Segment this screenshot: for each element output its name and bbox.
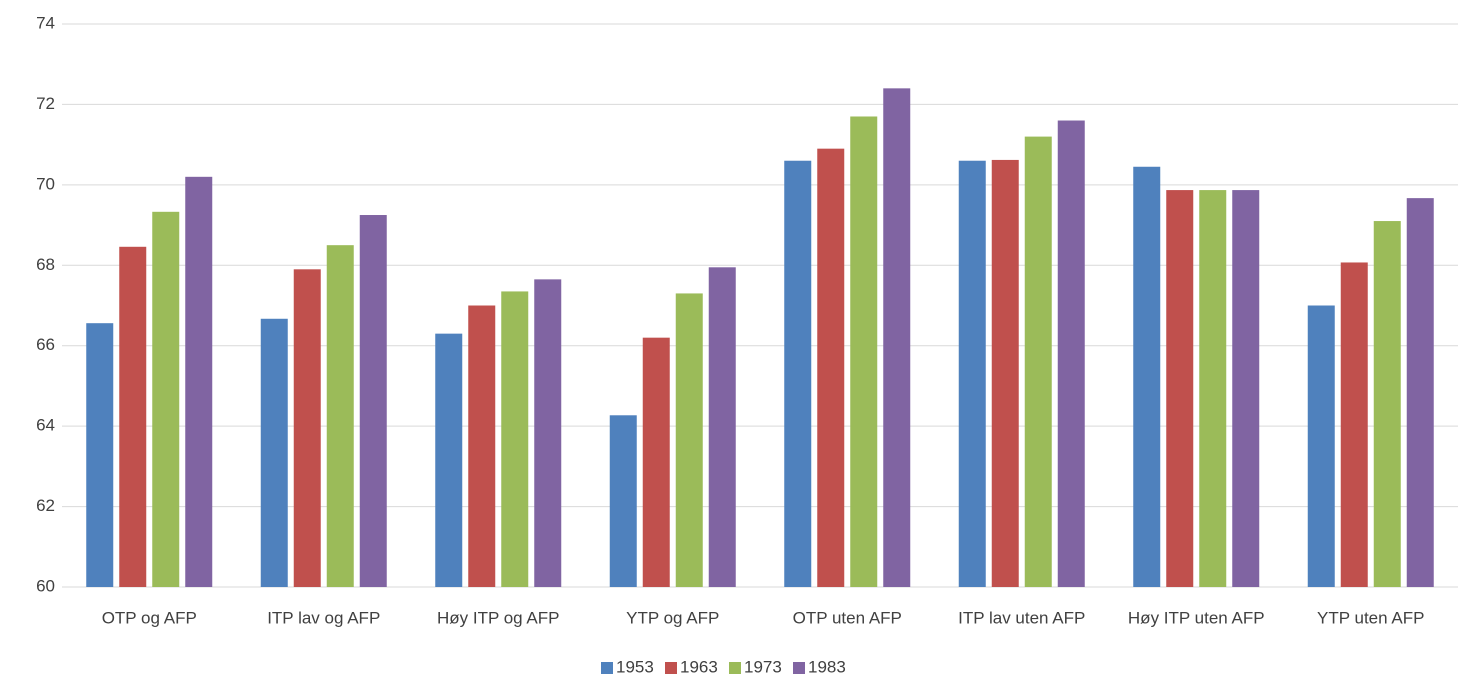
legend-swatch bbox=[665, 662, 677, 674]
bar bbox=[86, 323, 114, 587]
bar bbox=[359, 215, 387, 587]
bar bbox=[534, 279, 562, 587]
bar bbox=[1166, 190, 1194, 587]
legend-label: 1983 bbox=[808, 657, 846, 676]
bar bbox=[152, 211, 180, 587]
y-tick-label: 74 bbox=[36, 13, 55, 32]
bar bbox=[958, 160, 986, 587]
legend-label: 1953 bbox=[616, 657, 654, 676]
bar bbox=[817, 148, 845, 587]
bar bbox=[1307, 305, 1335, 587]
bar bbox=[609, 415, 637, 587]
x-tick-label: ITP lav uten AFP bbox=[958, 608, 1085, 627]
bar bbox=[1232, 190, 1260, 587]
x-tick-label: YTP uten AFP bbox=[1317, 608, 1424, 627]
bar bbox=[1340, 262, 1368, 587]
legend-label: 1963 bbox=[680, 657, 718, 676]
bar bbox=[991, 159, 1019, 587]
x-tick-label: OTP og AFP bbox=[102, 608, 197, 627]
bar bbox=[708, 267, 736, 587]
bar bbox=[1057, 120, 1085, 587]
y-tick-label: 62 bbox=[36, 496, 55, 515]
legend-swatch bbox=[729, 662, 741, 674]
bar bbox=[435, 333, 463, 587]
bar bbox=[1024, 136, 1052, 587]
bar bbox=[293, 269, 321, 587]
legend-swatch bbox=[601, 662, 613, 674]
bar bbox=[185, 176, 213, 588]
legend-label: 1973 bbox=[744, 657, 782, 676]
bar bbox=[260, 318, 288, 587]
x-tick-label: ITP lav og AFP bbox=[267, 608, 380, 627]
y-tick-label: 68 bbox=[36, 255, 55, 274]
bar bbox=[1373, 221, 1401, 588]
legend-swatch bbox=[793, 662, 805, 674]
bar bbox=[642, 337, 670, 587]
x-tick-label: Høy ITP og AFP bbox=[437, 608, 560, 627]
y-tick-label: 60 bbox=[36, 576, 55, 595]
x-tick-label: OTP uten AFP bbox=[793, 608, 902, 627]
bar bbox=[850, 116, 878, 587]
y-tick-label: 64 bbox=[36, 416, 55, 435]
bar bbox=[501, 291, 529, 587]
bar bbox=[468, 305, 496, 587]
bar bbox=[1199, 190, 1227, 587]
x-tick-label: Høy ITP uten AFP bbox=[1128, 608, 1265, 627]
y-tick-label: 70 bbox=[36, 174, 55, 193]
bar bbox=[784, 160, 812, 587]
bar bbox=[1133, 166, 1161, 587]
bar bbox=[883, 88, 911, 587]
y-tick-label: 72 bbox=[36, 94, 55, 113]
bar bbox=[326, 245, 354, 587]
bar bbox=[119, 246, 147, 587]
y-tick-label: 66 bbox=[36, 335, 55, 354]
bar bbox=[1406, 198, 1434, 587]
x-tick-label: YTP og AFP bbox=[626, 608, 719, 627]
bar bbox=[675, 293, 703, 587]
